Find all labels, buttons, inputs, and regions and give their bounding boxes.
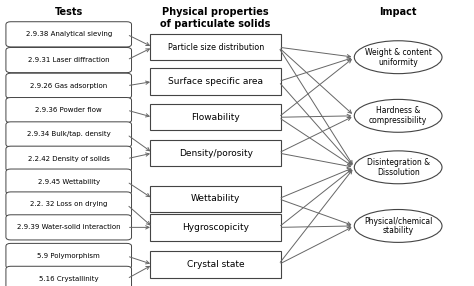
Text: Surface specific area: Surface specific area [168, 77, 263, 86]
FancyBboxPatch shape [6, 266, 132, 286]
Text: 2.9.31 Laser diffraction: 2.9.31 Laser diffraction [28, 57, 109, 63]
FancyBboxPatch shape [6, 146, 132, 171]
FancyBboxPatch shape [151, 186, 281, 212]
FancyBboxPatch shape [6, 215, 132, 240]
Text: 2.9.34 Bulk/tap. density: 2.9.34 Bulk/tap. density [27, 132, 110, 137]
FancyBboxPatch shape [151, 68, 281, 95]
Text: Hardness &
compressibility: Hardness & compressibility [369, 106, 427, 125]
Text: 2.2. 32 Loss on drying: 2.2. 32 Loss on drying [30, 202, 108, 207]
Text: Flowability: Flowability [191, 113, 240, 122]
FancyBboxPatch shape [151, 34, 281, 60]
Text: Density/porosity: Density/porosity [179, 148, 253, 158]
Text: 5.16 Crystallinity: 5.16 Crystallinity [39, 276, 99, 282]
Text: Tests: Tests [55, 7, 83, 17]
Text: 2.9.38 Analytical sieving: 2.9.38 Analytical sieving [26, 31, 112, 37]
FancyBboxPatch shape [6, 73, 132, 98]
FancyBboxPatch shape [6, 98, 132, 123]
FancyBboxPatch shape [6, 243, 132, 269]
Text: 2.9.39 Water-solid interaction: 2.9.39 Water-solid interaction [17, 225, 120, 230]
Text: 2.9.26 Gas adsorption: 2.9.26 Gas adsorption [30, 83, 107, 89]
Ellipse shape [354, 100, 442, 132]
FancyBboxPatch shape [6, 192, 132, 217]
Text: 5.9 Polymorphism: 5.9 Polymorphism [37, 253, 100, 259]
FancyBboxPatch shape [151, 251, 281, 278]
FancyBboxPatch shape [6, 169, 132, 194]
Text: 2.9.45 Wettability: 2.9.45 Wettability [37, 179, 100, 184]
Text: Impact: Impact [379, 7, 417, 17]
Text: Particle size distribution: Particle size distribution [167, 43, 264, 52]
Text: Hygroscopicity: Hygroscopicity [182, 223, 249, 232]
FancyBboxPatch shape [151, 104, 281, 130]
Text: Wettability: Wettability [191, 194, 240, 203]
Ellipse shape [354, 209, 442, 243]
FancyBboxPatch shape [6, 22, 132, 47]
Ellipse shape [354, 151, 442, 184]
Text: 2.2.42 Density of solids: 2.2.42 Density of solids [28, 156, 109, 162]
Text: Disintegration &
Dissolution: Disintegration & Dissolution [366, 158, 430, 177]
FancyBboxPatch shape [6, 47, 132, 73]
Text: Physical properties
of particulate solids: Physical properties of particulate solid… [161, 7, 271, 29]
Text: Weight & content
uniformity: Weight & content uniformity [365, 48, 432, 67]
FancyBboxPatch shape [151, 140, 281, 166]
FancyBboxPatch shape [151, 214, 281, 241]
FancyBboxPatch shape [6, 122, 132, 147]
Text: 2.9.36 Powder flow: 2.9.36 Powder flow [36, 107, 102, 113]
Text: Crystal state: Crystal state [187, 260, 245, 269]
Text: Physical/chemical
stability: Physical/chemical stability [364, 217, 432, 235]
Ellipse shape [354, 41, 442, 74]
